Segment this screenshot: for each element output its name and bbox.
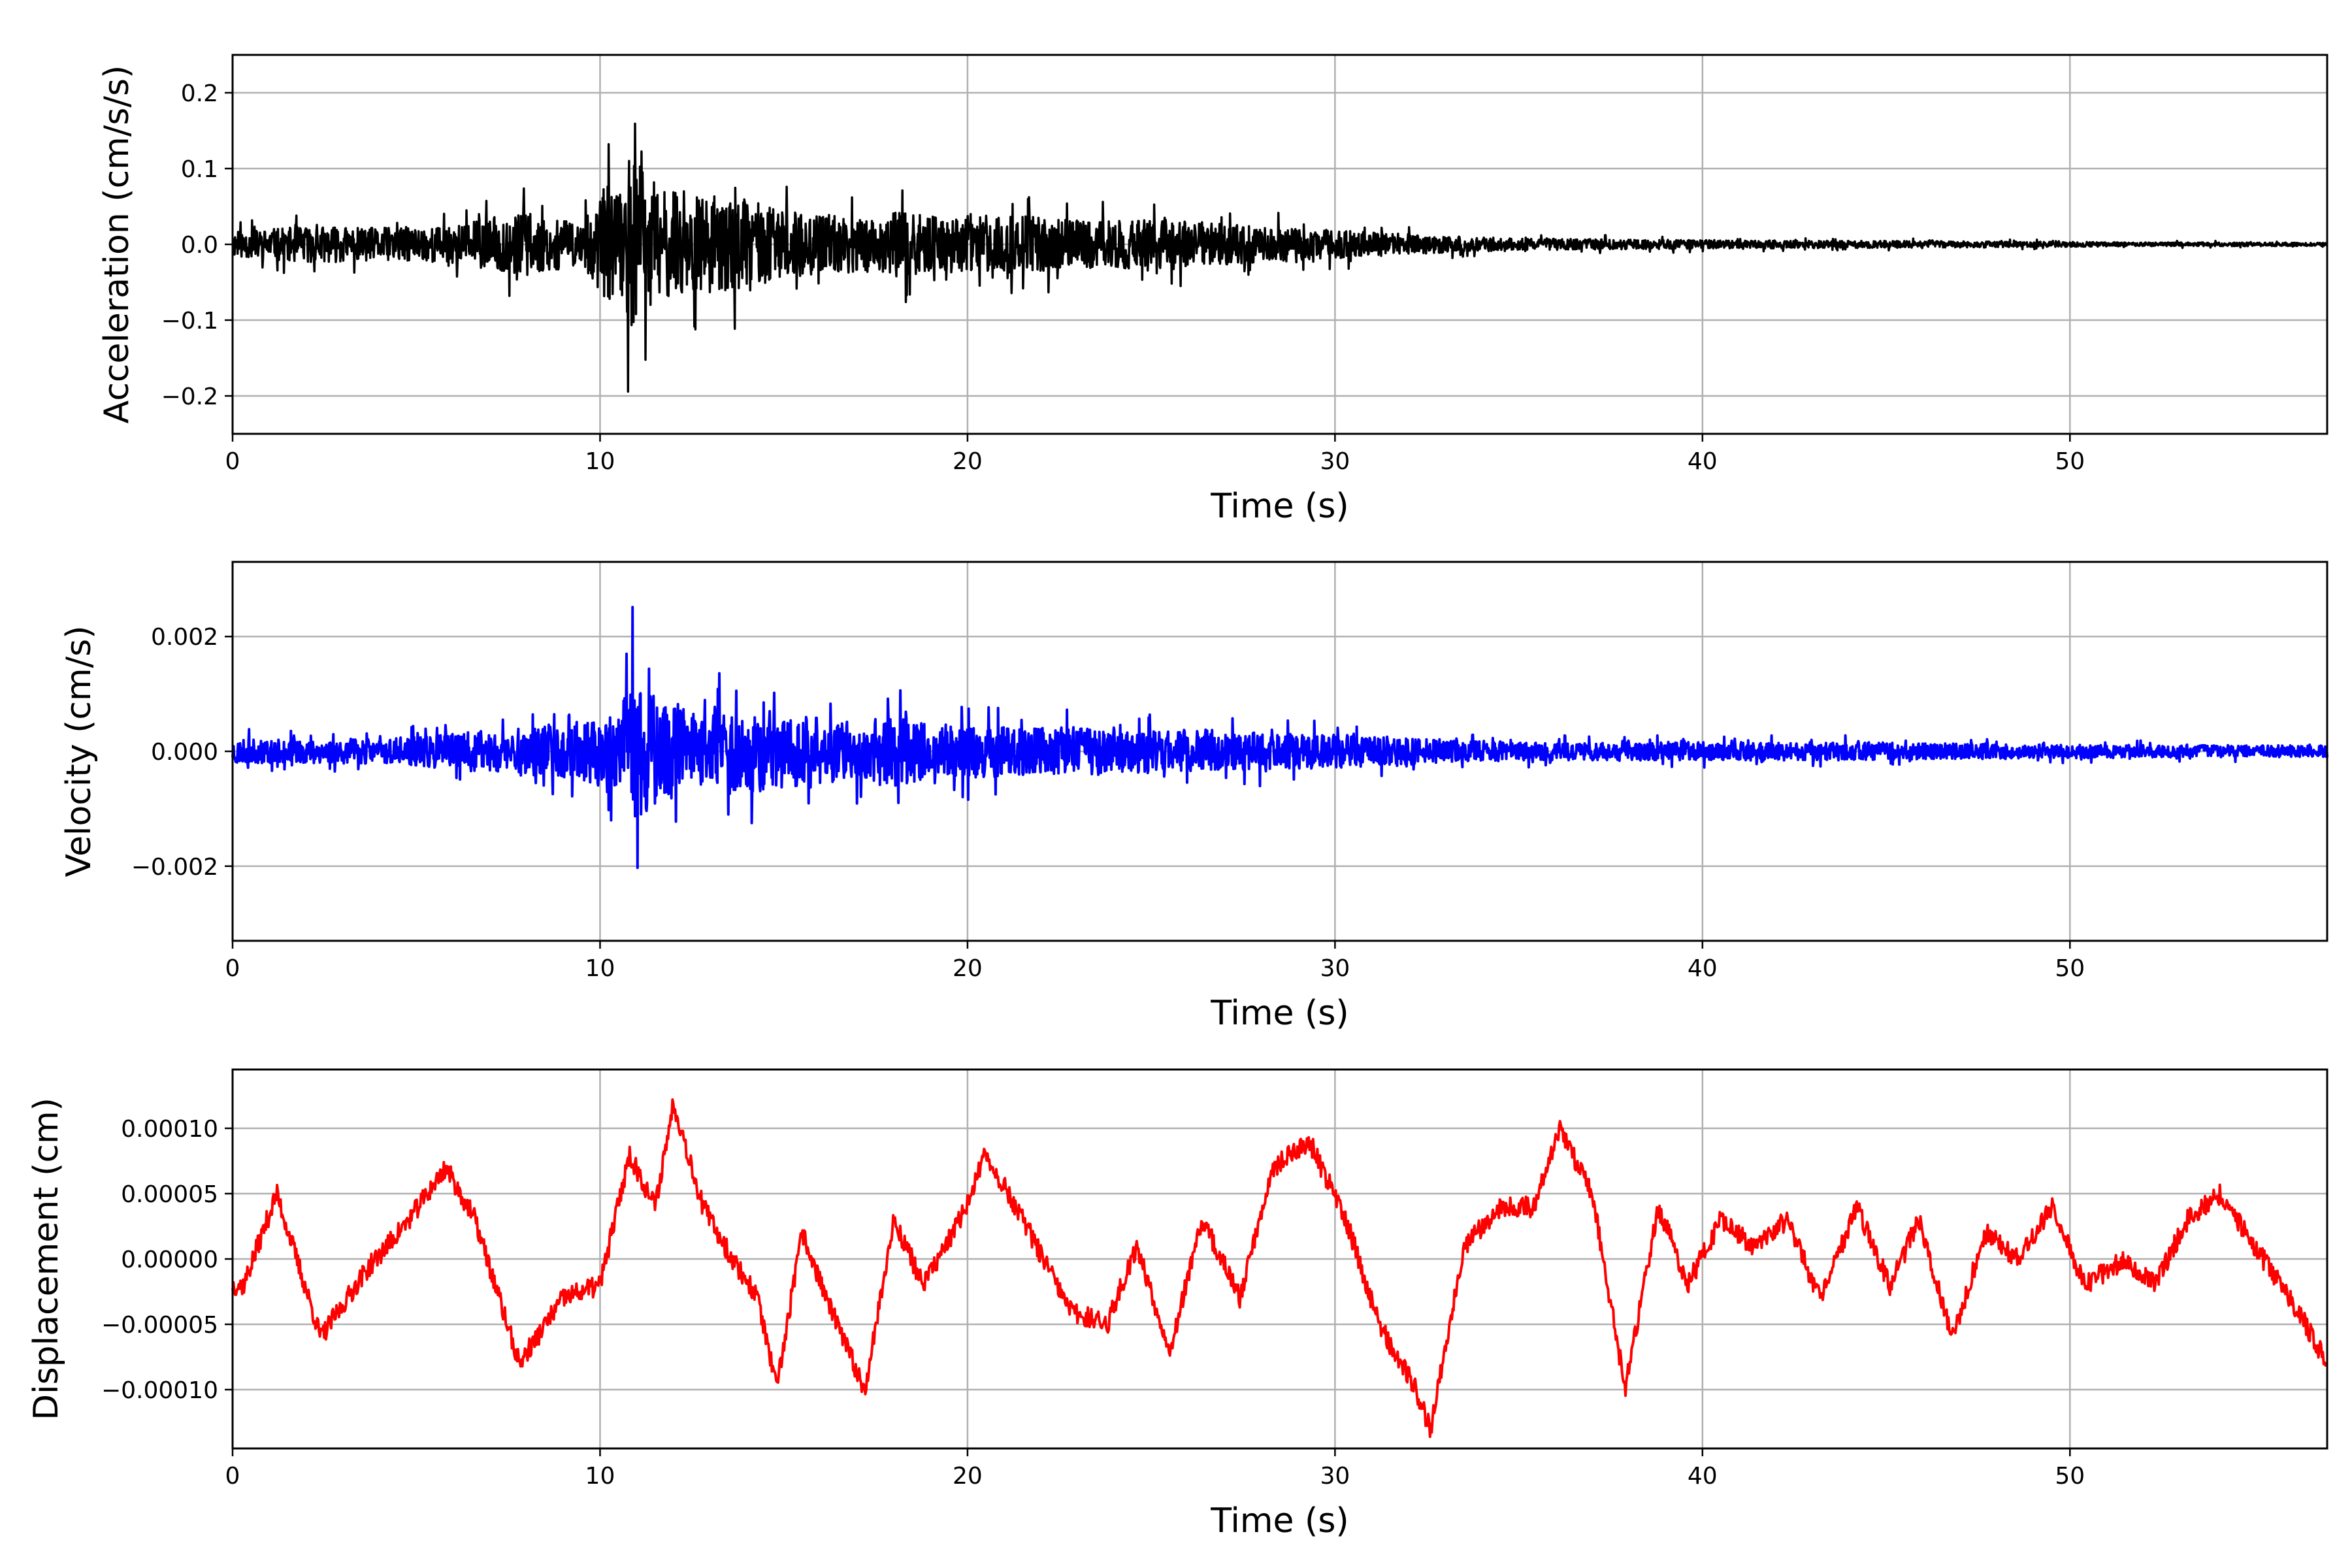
x-tick-label: 0	[225, 448, 240, 475]
y-tick-label: −0.00005	[101, 1312, 218, 1339]
x-tick-label: 30	[1320, 955, 1350, 982]
y-tick-label: 0.000	[151, 739, 218, 766]
velocity-y-axis-label: Velocity (cm/s)	[59, 626, 99, 877]
displacement-series-line	[231, 1098, 2328, 1439]
y-tick-label: 0.00000	[121, 1247, 218, 1273]
x-tick-label: 40	[1688, 448, 1718, 475]
y-tick-label: 0.00010	[121, 1116, 218, 1143]
y-tick-label: 0.2	[181, 80, 218, 107]
x-tick-label: 30	[1320, 448, 1350, 475]
x-tick-label: 20	[953, 955, 983, 982]
displacement-panel: 0 10 20 30 40 50 −0.00010 −0.00005 0.00000 0.0000…	[27, 1068, 2328, 1541]
y-tick-label: −0.00010	[101, 1377, 218, 1404]
velocity-x-axis-label: Time (s)	[1210, 994, 1348, 1033]
velocity-panel: 0 10 20 30 40 50 −0.002 0.000 0.002 Time (s) Veloc…	[59, 561, 2328, 1033]
x-tick-label: 30	[1320, 1463, 1350, 1490]
x-tick-label: 50	[2055, 448, 2085, 475]
acceleration-series-line	[231, 122, 2328, 393]
y-tick-label: 0.0	[181, 232, 218, 259]
x-tick-label: 20	[953, 448, 983, 475]
velocity-series-line	[231, 606, 2328, 870]
y-tick-label: 0.00005	[121, 1181, 218, 1208]
y-tick-label: 0.1	[181, 156, 218, 183]
acceleration-panel: 0 10 20 30 40 50 −0.2 −0.1 0.0 0.1 0.2 Time (s) Acce…	[97, 54, 2328, 526]
displacement-y-axis-label: Displacement (cm)	[27, 1098, 66, 1420]
acceleration-y-axis-label: Acceleration (cm/s/s)	[97, 65, 137, 424]
acceleration-x-axis-label: Time (s)	[1210, 487, 1348, 526]
x-tick-label: 10	[585, 448, 615, 475]
x-tick-label: 10	[585, 1463, 615, 1490]
x-tick-label: 0	[225, 1463, 240, 1490]
x-tick-label: 40	[1688, 1463, 1718, 1490]
y-tick-label: −0.2	[161, 384, 218, 410]
x-tick-label: 50	[2055, 1463, 2085, 1490]
y-tick-label: −0.1	[161, 308, 218, 335]
x-tick-label: 20	[953, 1463, 983, 1490]
displacement-x-axis-label: Time (s)	[1210, 1501, 1348, 1541]
y-tick-label: 0.002	[151, 624, 218, 651]
x-tick-label: 10	[585, 955, 615, 982]
y-tick-label: −0.002	[131, 854, 218, 881]
x-tick-label: 40	[1688, 955, 1718, 982]
x-tick-label: 0	[225, 955, 240, 982]
x-tick-label: 50	[2055, 955, 2085, 982]
